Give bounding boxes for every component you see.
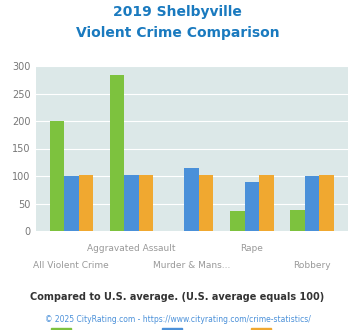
Text: Aggravated Assault: Aggravated Assault (87, 244, 176, 253)
Text: 2019 Shelbyville: 2019 Shelbyville (113, 5, 242, 19)
Bar (185, 168, 199, 231)
Bar (124, 175, 139, 231)
Bar (78, 175, 93, 231)
Bar (199, 175, 213, 231)
Bar (305, 176, 319, 231)
Bar (245, 182, 259, 231)
Bar (319, 175, 334, 231)
Bar (110, 75, 124, 231)
Legend: Shelbyville, Indiana, National: Shelbyville, Indiana, National (47, 324, 337, 330)
Bar (64, 176, 78, 231)
Bar (259, 175, 274, 231)
Text: Rape: Rape (240, 244, 263, 253)
Text: © 2025 CityRating.com - https://www.cityrating.com/crime-statistics/: © 2025 CityRating.com - https://www.city… (45, 315, 310, 324)
Text: Murder & Mans...: Murder & Mans... (153, 261, 230, 270)
Bar (290, 210, 305, 231)
Text: Robbery: Robbery (293, 261, 331, 270)
Bar (139, 175, 153, 231)
Text: Compared to U.S. average. (U.S. average equals 100): Compared to U.S. average. (U.S. average … (31, 292, 324, 302)
Bar (230, 211, 245, 231)
Text: Violent Crime Comparison: Violent Crime Comparison (76, 26, 279, 40)
Bar (50, 121, 64, 231)
Text: All Violent Crime: All Violent Crime (33, 261, 109, 270)
